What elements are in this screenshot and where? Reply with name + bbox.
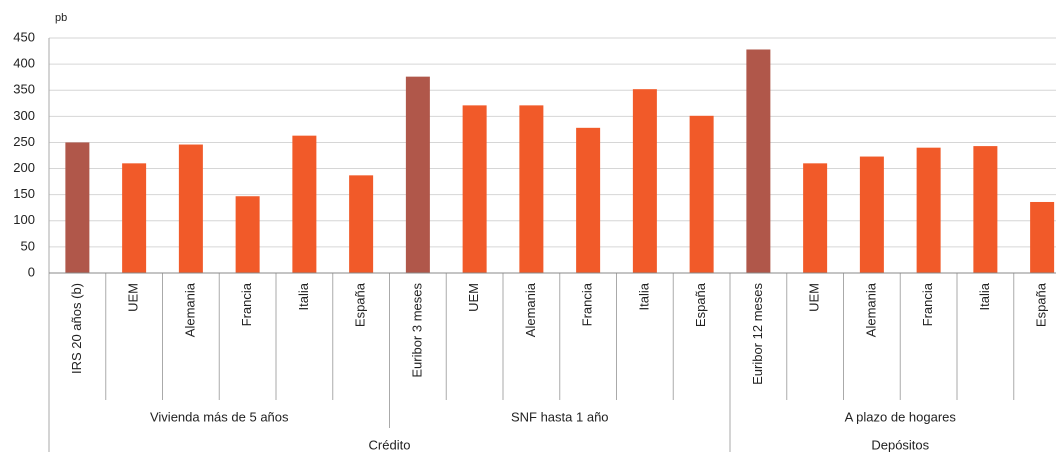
x-tick-label: Italia — [296, 282, 311, 310]
x-tick-label: IRS 20 años (b) — [69, 283, 84, 374]
x-tick-label: España — [693, 282, 708, 327]
y-tick-label: 300 — [13, 108, 35, 123]
y-tick-label: 50 — [21, 238, 35, 253]
bar — [973, 146, 998, 273]
bar — [235, 196, 260, 273]
x-tick-label: Euribor 12 meses — [750, 283, 765, 385]
x-tick-label: Francia — [920, 282, 935, 326]
subgroup-label: A plazo de hogares — [845, 409, 957, 424]
y-tick-label: 450 — [13, 29, 35, 44]
bar — [405, 76, 430, 274]
y-tick-label: 250 — [13, 134, 35, 149]
bar — [632, 89, 657, 273]
bar — [65, 142, 90, 273]
bar — [916, 147, 941, 273]
x-tick-label: Alemania — [523, 282, 538, 337]
x-tick-label: España — [353, 282, 368, 327]
group-label: Crédito — [369, 437, 411, 452]
x-tick-label: Italia — [977, 282, 992, 310]
x-tick-label: UEM — [466, 283, 481, 312]
group-label: Depósitos — [871, 437, 929, 452]
bar — [349, 175, 374, 273]
x-tick-label: Italia — [636, 282, 651, 310]
bar — [178, 144, 203, 273]
bar — [859, 156, 884, 273]
y-axis-label: pb — [55, 12, 67, 24]
bar — [689, 115, 714, 273]
subgroup-label: SNF hasta 1 año — [511, 409, 609, 424]
bar — [803, 163, 828, 273]
bar — [1030, 201, 1055, 273]
y-tick-label: 150 — [13, 186, 35, 201]
x-tick-label: Euribor 3 meses — [409, 283, 424, 378]
bar — [462, 105, 487, 273]
y-tick-label: 200 — [13, 160, 35, 175]
y-tick-label: 0 — [28, 264, 35, 279]
x-tick-label: Alemania — [182, 282, 197, 337]
bar — [519, 105, 544, 273]
bar — [746, 49, 771, 273]
x-tick-label: Alemania — [863, 282, 878, 337]
bar — [122, 163, 147, 273]
y-tick-label: 400 — [13, 56, 35, 71]
x-tick-label: UEM — [807, 283, 822, 312]
y-tick-label: 100 — [13, 212, 35, 227]
x-tick-label: Francia — [580, 282, 595, 326]
y-tick-label: 350 — [13, 82, 35, 97]
bar — [292, 135, 317, 273]
x-tick-label: España — [1034, 282, 1049, 327]
subgroup-label: Vivienda más de 5 años — [150, 409, 289, 424]
x-tick-label: UEM — [126, 283, 141, 312]
x-tick-label: Francia — [239, 282, 254, 326]
bar — [576, 127, 601, 273]
